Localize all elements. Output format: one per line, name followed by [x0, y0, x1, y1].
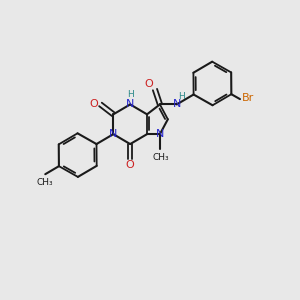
- Text: H: H: [178, 92, 184, 101]
- Text: N: N: [172, 99, 181, 110]
- Text: H: H: [127, 91, 134, 100]
- Text: N: N: [109, 129, 118, 139]
- Text: O: O: [144, 79, 153, 88]
- Text: Br: Br: [242, 93, 254, 103]
- Text: O: O: [126, 160, 135, 170]
- Text: O: O: [90, 99, 98, 110]
- Text: CH₃: CH₃: [153, 153, 169, 162]
- Text: N: N: [156, 129, 164, 139]
- Text: N: N: [126, 99, 134, 110]
- Text: CH₃: CH₃: [37, 178, 54, 187]
